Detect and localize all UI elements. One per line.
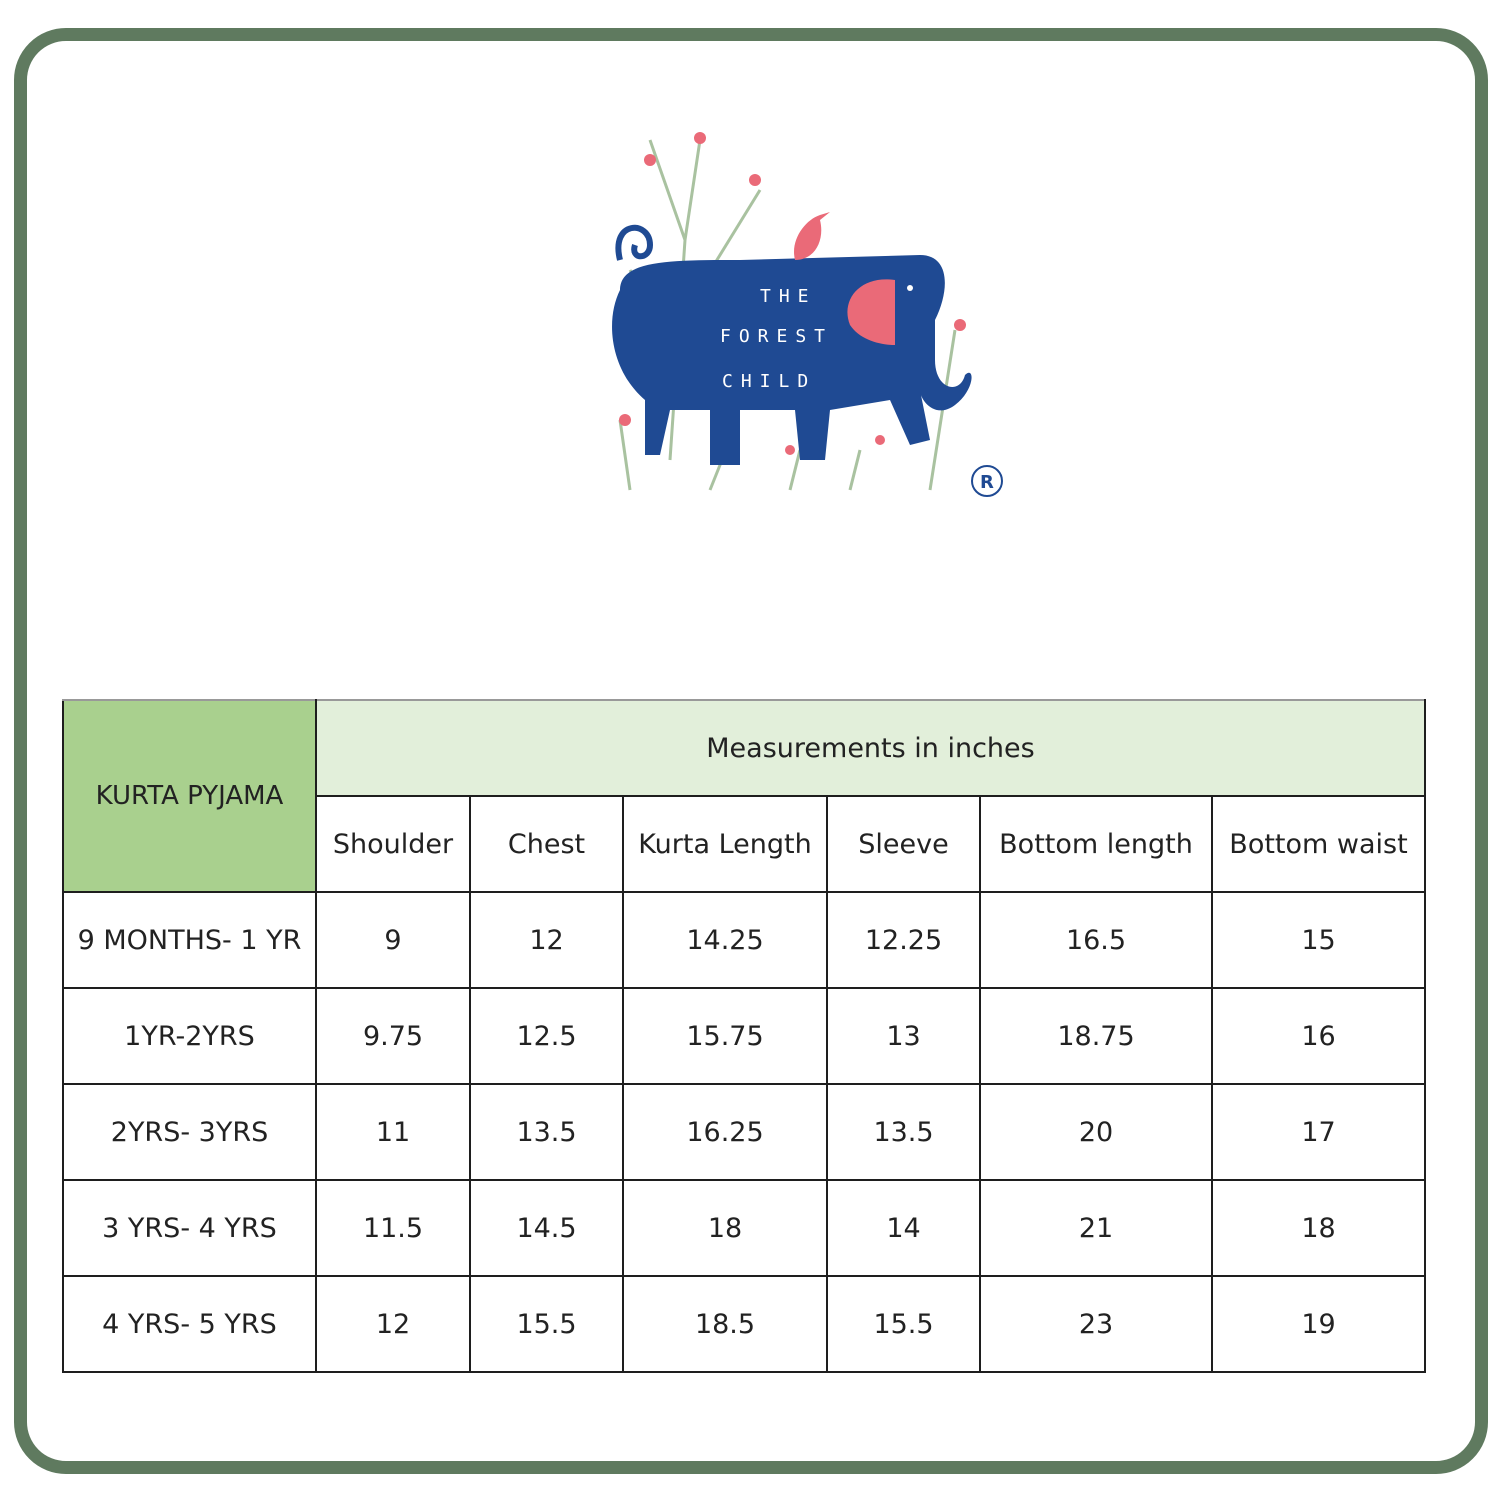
- measurement-cell: 12: [469, 891, 624, 989]
- measurement-cell: 18.75: [979, 987, 1213, 1085]
- svg-text:FOREST: FOREST: [720, 326, 833, 347]
- measurement-cell: 9.75: [315, 987, 471, 1085]
- measurement-cell: 16.25: [622, 1083, 828, 1181]
- size-cell: 9 MONTHS- 1 YR: [62, 891, 317, 989]
- measurement-cell: 14.25: [622, 891, 828, 989]
- svg-text:CHILD: CHILD: [722, 371, 816, 392]
- column-header: Bottom waist: [1211, 795, 1426, 893]
- measurement-cell: 14.5: [469, 1179, 624, 1277]
- column-header: Kurta Length: [622, 795, 828, 893]
- table-row: 1YR-2YRS 9.75 12.5 15.75 13 18.75 16: [62, 987, 1426, 1085]
- measurement-cell: 12: [315, 1275, 471, 1373]
- measurement-cell: 21: [979, 1179, 1213, 1277]
- column-header: Bottom length: [979, 795, 1213, 893]
- measurement-cell: 18: [1211, 1179, 1426, 1277]
- measurement-cell: 19: [1211, 1275, 1426, 1373]
- svg-text:R: R: [980, 472, 994, 493]
- table-row: 3 YRS- 4 YRS 11.5 14.5 18 14 21 18: [62, 1179, 1426, 1277]
- measurement-cell: 15.75: [622, 987, 828, 1085]
- column-header: Shoulder: [315, 795, 471, 893]
- table-row: 4 YRS- 5 YRS 12 15.5 18.5 15.5 23 19: [62, 1275, 1426, 1373]
- page-frame: [14, 28, 1488, 1474]
- measurement-cell: 12.5: [469, 987, 624, 1085]
- size-chart-table: KURTA PYJAMA Measurements in inches Shou…: [62, 699, 1426, 1373]
- column-header: Sleeve: [826, 795, 981, 893]
- measurement-cell: 13: [826, 987, 981, 1085]
- measurement-cell: 14: [826, 1179, 981, 1277]
- measurement-cell: 15: [1211, 891, 1426, 989]
- measurement-cell: 11.5: [315, 1179, 471, 1277]
- corner-header: KURTA PYJAMA: [62, 699, 317, 893]
- measurement-cell: 16.5: [979, 891, 1213, 989]
- measurement-cell: 13.5: [469, 1083, 624, 1181]
- group-header: Measurements in inches: [315, 699, 1426, 797]
- measurement-cell: 11: [315, 1083, 471, 1181]
- measurement-cell: 9: [315, 891, 471, 989]
- forest-child-logo: THE FOREST CHILD R: [612, 132, 1003, 497]
- measurement-cell: 12.25: [826, 891, 981, 989]
- measurement-cell: 15.5: [826, 1275, 981, 1373]
- registered-mark-icon: [971, 465, 1003, 497]
- table-row: 2YRS- 3YRS 11 13.5 16.25 13.5 20 17: [62, 1083, 1426, 1181]
- measurement-cell: 13.5: [826, 1083, 981, 1181]
- measurement-cell: 17: [1211, 1083, 1426, 1181]
- size-cell: 4 YRS- 5 YRS: [62, 1275, 317, 1373]
- size-cell: 3 YRS- 4 YRS: [62, 1179, 317, 1277]
- column-header: Chest: [469, 795, 624, 893]
- logo-text: THE: [760, 286, 817, 307]
- table-row: 9 MONTHS- 1 YR 9 12 14.25 12.25 16.5 15: [62, 891, 1426, 989]
- measurement-cell: 18.5: [622, 1275, 828, 1373]
- measurement-cell: 23: [979, 1275, 1213, 1373]
- measurement-cell: 20: [979, 1083, 1213, 1181]
- size-cell: 2YRS- 3YRS: [62, 1083, 317, 1181]
- size-cell: 1YR-2YRS: [62, 987, 317, 1085]
- measurement-cell: 15.5: [469, 1275, 624, 1373]
- measurement-cell: 16: [1211, 987, 1426, 1085]
- measurement-cell: 18: [622, 1179, 828, 1277]
